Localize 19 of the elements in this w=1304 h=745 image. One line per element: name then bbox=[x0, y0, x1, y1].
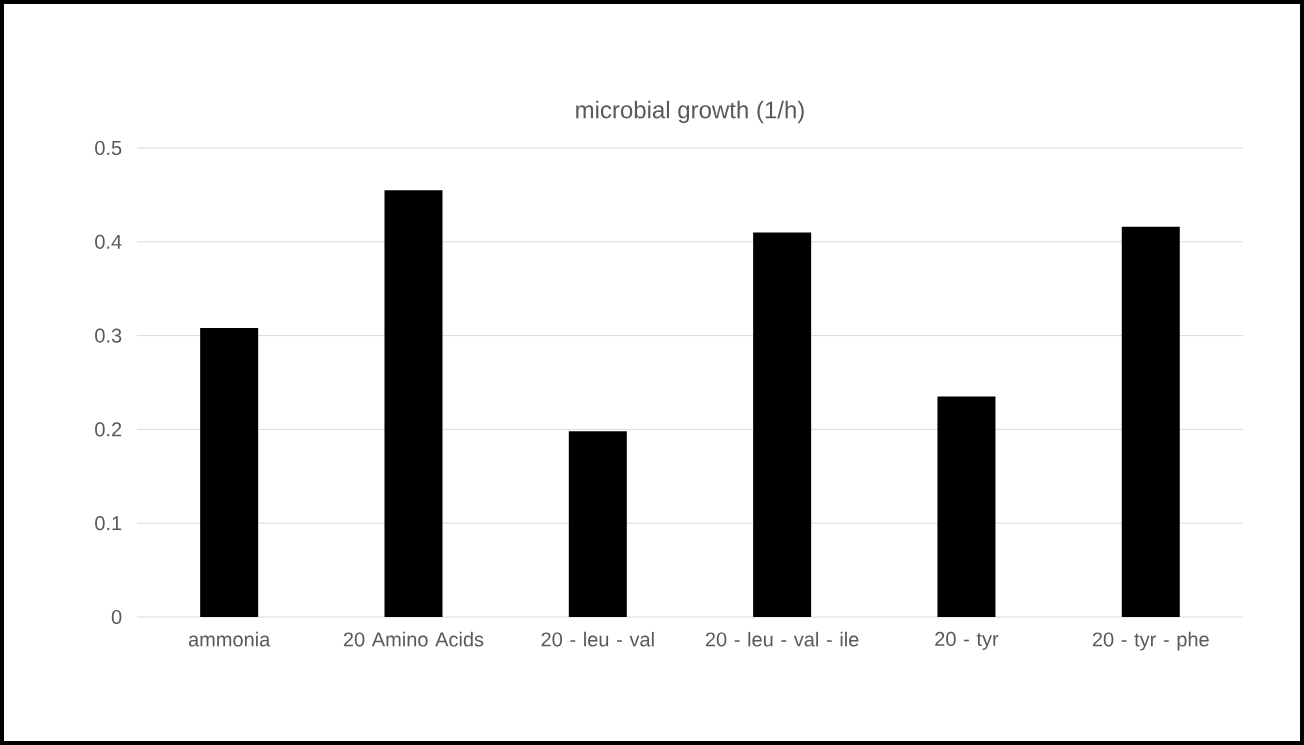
y-tick-label: 0.5 bbox=[95, 140, 122, 156]
bar bbox=[200, 328, 259, 617]
x-tick-label: 20 - leu - val bbox=[541, 631, 654, 647]
x-tick-label: 20 Amino Acids bbox=[343, 631, 484, 647]
x-tick-label: 20 - tyr bbox=[935, 631, 999, 650]
bar bbox=[937, 396, 996, 617]
x-tick-label: ammonia bbox=[188, 631, 271, 647]
bar bbox=[753, 232, 812, 617]
bar bbox=[384, 190, 443, 617]
y-tick-label: 0.4 bbox=[95, 234, 122, 249]
x-tick-label: 20 - leu - val - ile bbox=[705, 631, 859, 647]
bar bbox=[568, 431, 627, 617]
y-tick-label: 0.3 bbox=[95, 328, 122, 343]
y-tick-label: 0 bbox=[111, 609, 122, 625]
x-tick-label: 20 - tyr - phe bbox=[1092, 631, 1209, 651]
chart-title: microbial growth (1/h) bbox=[576, 100, 804, 124]
bar bbox=[1121, 226, 1180, 617]
y-tick-label: 0.1 bbox=[95, 516, 122, 531]
y-tick-label: 0.2 bbox=[95, 422, 122, 437]
